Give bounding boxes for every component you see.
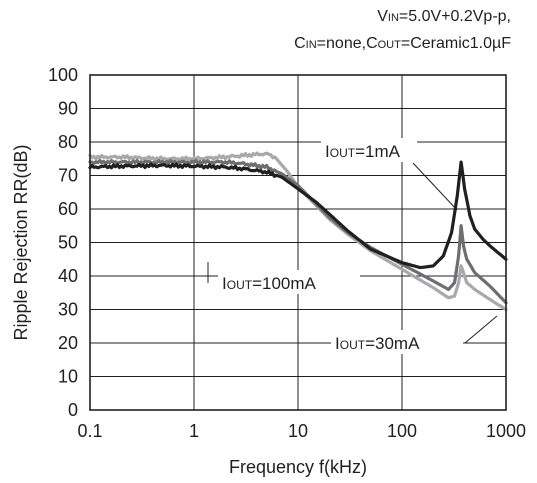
y-tick-label: 100 — [48, 65, 78, 85]
y-tick-label: 30 — [58, 300, 78, 320]
y-tick-label: 70 — [58, 166, 78, 186]
x-axis-label: Frequency f(kHz) — [229, 457, 367, 477]
text-rest: =1mA — [355, 142, 401, 161]
series-label-backdrop — [218, 270, 360, 294]
series-line — [88, 158, 508, 305]
text-rest: =none, — [317, 35, 366, 52]
text-subscript: IN — [306, 39, 317, 51]
y-tick-label: 80 — [58, 132, 78, 152]
text-subscript: OUT — [340, 338, 366, 352]
condition-line-capacitors: CIN=none,COUT=Ceramic1.0µF — [294, 35, 511, 52]
x-tick-labels: 0.1 1 10 100 1000 — [77, 421, 526, 441]
y-tick-label: 60 — [58, 199, 78, 219]
text-subscript: OUT — [227, 278, 253, 292]
text-rest: =5.0V+0.2Vp-p, — [399, 8, 511, 25]
series-label: IOUT=100mA — [222, 274, 317, 293]
y-tick-labels: 0 10 20 30 40 50 60 70 80 90 100 — [48, 65, 78, 420]
text-main: I — [325, 142, 330, 161]
test-conditions: VIN=5.0V+0.2Vp-p,CIN=none,COUT=Ceramic1.… — [294, 8, 511, 52]
text-subscript: IN — [388, 12, 399, 24]
series-label: IOUT=30mA — [335, 334, 420, 353]
text-main: I — [222, 274, 227, 293]
series-label-backdrop — [331, 330, 463, 354]
x-tick-label: 10 — [288, 421, 308, 441]
y-tick-label: 50 — [58, 233, 78, 253]
plot-frame — [89, 74, 507, 411]
condition-line-input: VIN=5.0V+0.2Vp-p, — [377, 8, 511, 25]
y-tick-label: 10 — [58, 367, 78, 387]
y-axis-label: Ripple Rejection RR(dB) — [11, 144, 31, 340]
text-main: I — [335, 334, 340, 353]
text-main: C — [294, 35, 306, 52]
y-tick-label: 0 — [68, 400, 78, 420]
series-line — [88, 160, 508, 270]
x-tick-label: 1 — [189, 421, 199, 441]
text-rest: =100mA — [252, 274, 316, 293]
y-tick-label: 20 — [58, 333, 78, 353]
text-main: V — [377, 8, 388, 25]
leader-line — [412, 162, 458, 211]
text-rest: =30mA — [365, 334, 420, 353]
text-subscript: OUT — [378, 39, 402, 51]
series-label-backdrop — [321, 138, 417, 162]
series-label: IOUT=1mA — [325, 142, 401, 161]
x-tick-label: 1000 — [486, 421, 526, 441]
y-tick-label: 90 — [58, 99, 78, 119]
label-leader-lines — [207, 162, 498, 344]
text-rest: =Ceramic1.0µF — [401, 35, 511, 52]
text-subscript: OUT — [330, 146, 356, 160]
x-tick-label: 0.1 — [77, 421, 102, 441]
series-lines — [88, 151, 508, 312]
text-main: C — [366, 35, 378, 52]
y-tick-label: 40 — [58, 266, 78, 286]
leader-line — [464, 315, 498, 344]
x-tick-label: 100 — [387, 421, 417, 441]
grid-lines — [90, 75, 506, 410]
